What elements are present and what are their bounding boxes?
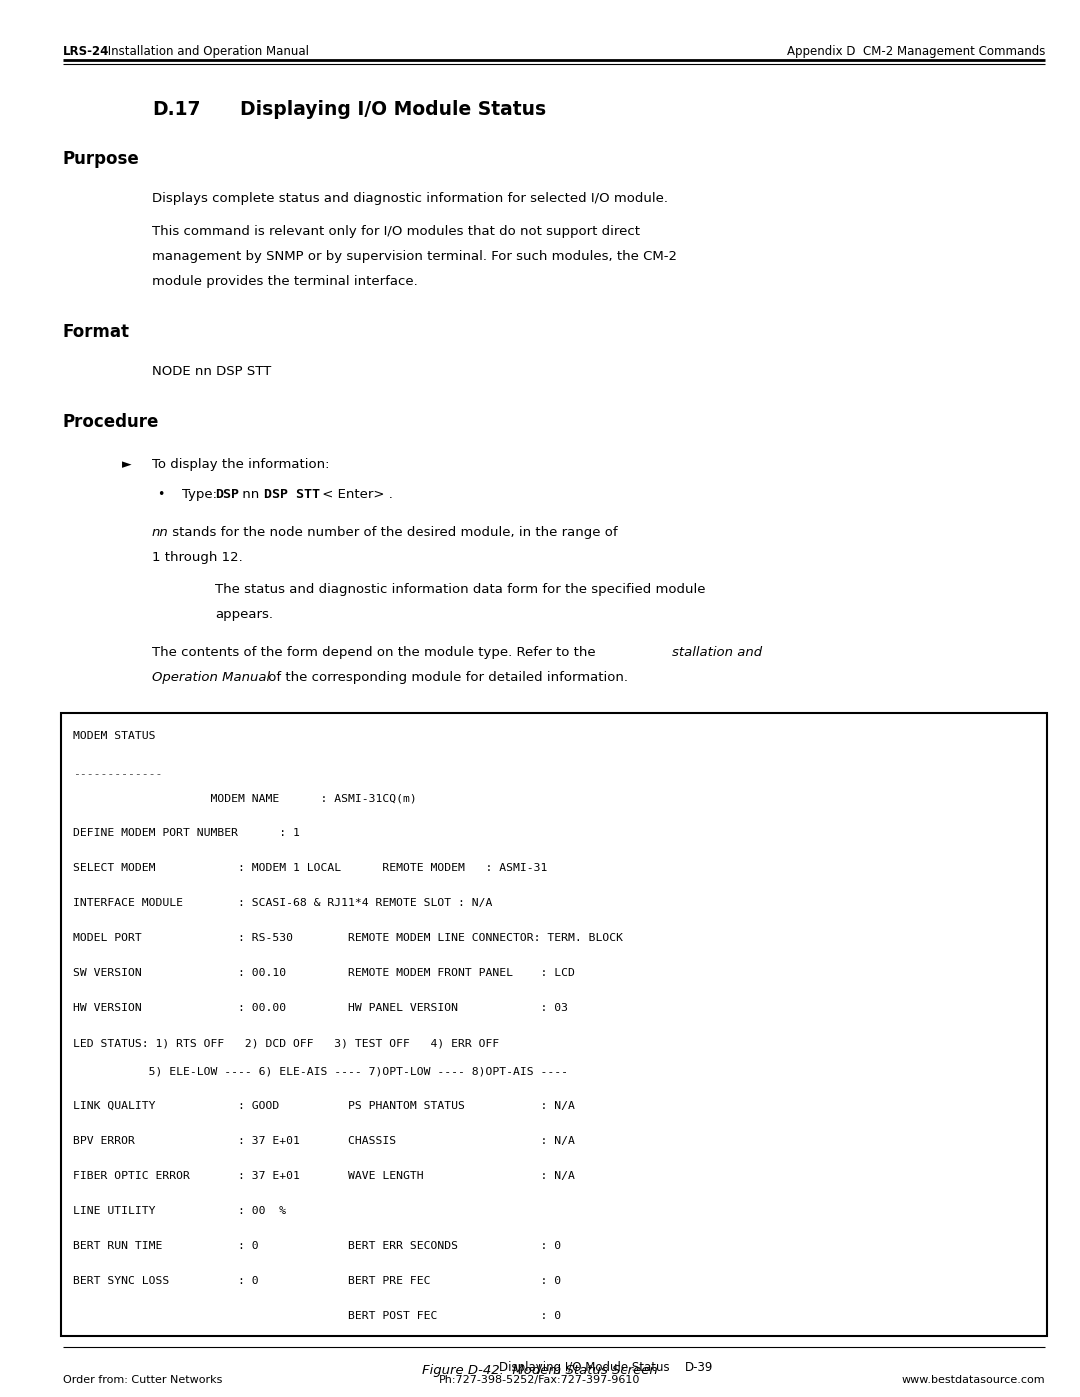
Text: The contents of the form depend on the module type. Refer to thе: The contents of the form depend on the m… (152, 645, 596, 659)
Text: LRS-24: LRS-24 (63, 45, 109, 59)
Text: Displaying I/O Module Status: Displaying I/O Module Status (499, 1361, 670, 1375)
Text: BERT RUN TIME           : 0             BERT ERR SECONDS            : 0: BERT RUN TIME : 0 BERT ERR SECONDS : 0 (73, 1241, 562, 1250)
Text: Appendix D  CM-2 Management Commands: Appendix D CM-2 Management Commands (786, 45, 1045, 59)
Text: FIBER OPTIC ERROR       : 37 E+01       WAVE LENGTH                 : N/A: FIBER OPTIC ERROR : 37 E+01 WAVE LENGTH … (73, 1171, 575, 1180)
Text: of the corresponding module for detailed information.: of the corresponding module for detailed… (264, 671, 627, 685)
Text: Type:: Type: (183, 488, 221, 502)
Text: nn: nn (152, 527, 168, 539)
Text: This command is relevant only for I/O modules that do not support direct: This command is relevant only for I/O mo… (152, 225, 640, 237)
Text: Installation and Operation Manual: Installation and Operation Manual (105, 45, 310, 59)
Text: Displays complete status and diagnostic information for selected I/O module.: Displays complete status and diagnostic … (152, 191, 669, 205)
Text: •: • (157, 488, 164, 502)
Text: LINK QUALITY            : GOOD          PS PHANTOM STATUS           : N/A: LINK QUALITY : GOOD PS PHANTOM STATUS : … (73, 1101, 575, 1111)
Text: management by SNMP or by supervision terminal. For such modules, the CM-2: management by SNMP or by supervision ter… (152, 250, 677, 263)
Text: Procedure: Procedure (63, 414, 160, 432)
Text: nn: nn (239, 488, 264, 502)
Text: D-39: D-39 (685, 1361, 713, 1375)
FancyBboxPatch shape (60, 712, 1047, 1336)
Text: DSP: DSP (215, 488, 239, 502)
Text: D.17: D.17 (152, 101, 201, 119)
Text: BERT POST FEC               : 0: BERT POST FEC : 0 (73, 1310, 562, 1322)
Text: -------------: ------------- (73, 768, 162, 780)
Text: stallation and: stallation and (673, 645, 762, 659)
Text: stands for the node number of the desired module, in the range of: stands for the node number of the desire… (167, 527, 617, 539)
Text: The status and diagnostic information data form for the specified module: The status and diagnostic information da… (215, 583, 705, 597)
Text: Operation Manual: Operation Manual (152, 671, 270, 685)
Text: Order from: Cutter Networks: Order from: Cutter Networks (63, 1375, 222, 1384)
Text: LINE UTILITY            : 00  %: LINE UTILITY : 00 % (73, 1206, 286, 1215)
Text: LED STATUS: 1) RTS OFF   2) DCD OFF   3) TEST OFF   4) ERR OFF: LED STATUS: 1) RTS OFF 2) DCD OFF 3) TES… (73, 1038, 499, 1048)
Text: MODEM NAME      : ASMI-31CQ(m): MODEM NAME : ASMI-31CQ(m) (73, 793, 417, 803)
Text: MODEM STATUS: MODEM STATUS (73, 731, 156, 740)
Text: HW VERSION              : 00.00         HW PANEL VERSION            : 03: HW VERSION : 00.00 HW PANEL VERSION : 03 (73, 1003, 568, 1013)
Text: < Enter> .: < Enter> . (319, 488, 393, 502)
Text: Purpose: Purpose (63, 149, 139, 168)
Text: Displaying I/O Module Status: Displaying I/O Module Status (214, 101, 546, 119)
Text: 5) ELE-LOW ---- 6) ELE-AIS ---- 7)OPT-LOW ---- 8)OPT-AIS ----: 5) ELE-LOW ---- 6) ELE-AIS ---- 7)OPT-LO… (73, 1066, 568, 1076)
Text: Format: Format (63, 323, 130, 341)
Text: www.bestdatasource.com: www.bestdatasource.com (902, 1375, 1045, 1384)
Text: SW VERSION              : 00.10         REMOTE MODEM FRONT PANEL    : LCD: SW VERSION : 00.10 REMOTE MODEM FRONT PA… (73, 968, 575, 978)
Text: INTERFACE MODULE        : SCASI-68 & RJ11*4 REMOTE SLOT : N/A: INTERFACE MODULE : SCASI-68 & RJ11*4 REM… (73, 898, 492, 908)
Text: ►: ► (122, 458, 132, 471)
Text: Ph:727-398-5252/Fax:727-397-9610: Ph:727-398-5252/Fax:727-397-9610 (440, 1375, 640, 1384)
Text: SELECT MODEM            : MODEM 1 LOCAL      REMOTE MODEM   : ASMI-31: SELECT MODEM : MODEM 1 LOCAL REMOTE MODE… (73, 863, 548, 873)
Text: Figure D-42.  Modem Status Screen: Figure D-42. Modem Status Screen (422, 1363, 658, 1377)
Text: DEFINE MODEM PORT NUMBER      : 1: DEFINE MODEM PORT NUMBER : 1 (73, 828, 300, 838)
Text: NODE nn DSP STT: NODE nn DSP STT (152, 365, 271, 379)
Text: 1 through 12.: 1 through 12. (152, 550, 243, 564)
Text: module provides the terminal interface.: module provides the terminal interface. (152, 275, 418, 288)
Text: MODEL PORT              : RS-530        REMOTE MODEM LINE CONNECTOR: TERM. BLOCK: MODEL PORT : RS-530 REMOTE MODEM LINE CO… (73, 933, 623, 943)
Text: BERT SYNC LOSS          : 0             BERT PRE FEC                : 0: BERT SYNC LOSS : 0 BERT PRE FEC : 0 (73, 1275, 562, 1287)
Text: To display the information:: To display the information: (152, 458, 329, 471)
Text: BPV ERROR               : 37 E+01       CHASSIS                     : N/A: BPV ERROR : 37 E+01 CHASSIS : N/A (73, 1136, 575, 1146)
Text: appears.: appears. (215, 608, 273, 622)
Text: DSP STT: DSP STT (264, 488, 320, 502)
